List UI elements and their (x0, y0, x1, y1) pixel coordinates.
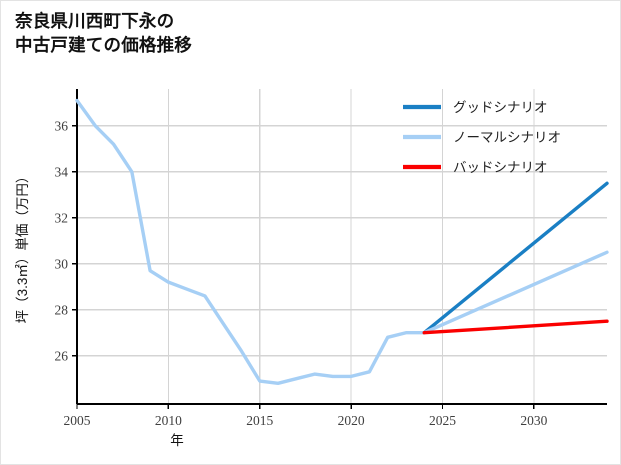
axes-group (72, 89, 607, 409)
x-axis-tick-label: 2010 (155, 413, 182, 428)
x-axis-tick-label: 2020 (338, 413, 365, 428)
series-line (75, 98, 609, 386)
y-axis-tick-label: 28 (55, 303, 69, 318)
legend-label: ノーマルシナリオ (453, 130, 561, 145)
legend-label: グッドシナリオ (453, 100, 548, 115)
series-line (422, 181, 609, 335)
y-axis-title: 坪（3.3㎡）単価（万円） (15, 170, 30, 324)
y-axis-tick-label: 32 (55, 211, 69, 226)
data-series-group (75, 98, 609, 386)
series-line (422, 319, 609, 335)
y-axis-tick-label: 26 (55, 349, 69, 364)
x-axis-tick-label: 2015 (246, 413, 273, 428)
y-axis-tick-label: 36 (55, 119, 69, 134)
gridlines-group (77, 89, 607, 404)
axis-titles-group: 年 坪（3.3㎡）単価（万円） (15, 170, 184, 448)
x-axis-title: 年 (170, 433, 184, 448)
x-axis-tick-label: 2030 (520, 413, 547, 428)
x-axis-tick-label: 2025 (429, 413, 456, 428)
y-axis-tick-label: 34 (55, 165, 69, 180)
chart-title: 奈良県川西町下永の 中古戸建ての価格推移 (15, 11, 192, 55)
legend-label: バッドシナリオ (453, 160, 548, 175)
x-axis-tick-label: 2005 (64, 413, 91, 428)
y-axis-tick-label: 30 (55, 257, 69, 272)
tick-labels-group: 26 28 30 32 34 36 2005 2010 2015 2020 2025 2030 (55, 119, 548, 428)
